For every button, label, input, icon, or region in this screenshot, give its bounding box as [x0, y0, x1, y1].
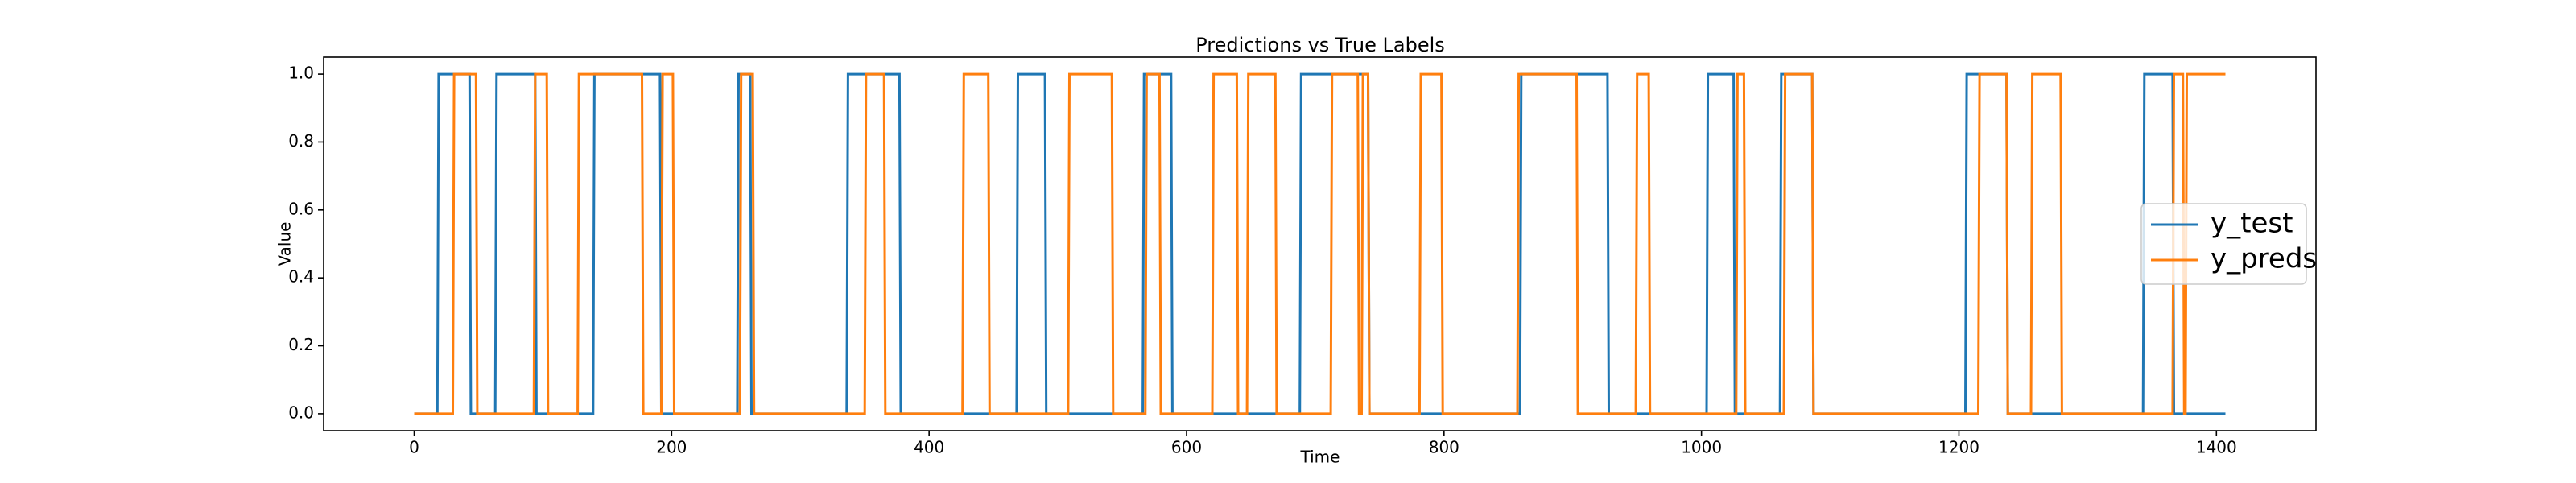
x-tick-label: 800 [1429, 438, 1459, 457]
plot-frame [323, 56, 2317, 431]
chart-title: Predictions vs True Labels [1195, 34, 1445, 56]
x-tick-label: 600 [1171, 438, 1202, 457]
x-tick-label: 0 [409, 438, 419, 457]
y-tick-label: 0.4 [288, 267, 314, 287]
series-line [414, 72, 2226, 415]
y-tick-label: 0.6 [288, 199, 314, 218]
x-tick-label: 1200 [1938, 438, 1979, 457]
x-tick-label: 1000 [1681, 438, 1722, 457]
y-tick-label: 0.8 [288, 131, 314, 151]
x-tick-label: 1400 [2196, 438, 2237, 457]
legend-label: y_test [2211, 208, 2293, 240]
x-tick-label: 200 [656, 438, 687, 457]
y-axis-label: Value [275, 222, 295, 266]
x-tick-label: 400 [914, 438, 944, 457]
x-axis-label: Time [1300, 448, 1340, 467]
y-tick-label: 1.0 [288, 64, 314, 83]
legend-label: y_preds [2211, 243, 2317, 275]
y-tick-label: 0.0 [288, 402, 314, 422]
series-line [414, 72, 2226, 415]
y-tick-label: 0.2 [288, 335, 314, 354]
